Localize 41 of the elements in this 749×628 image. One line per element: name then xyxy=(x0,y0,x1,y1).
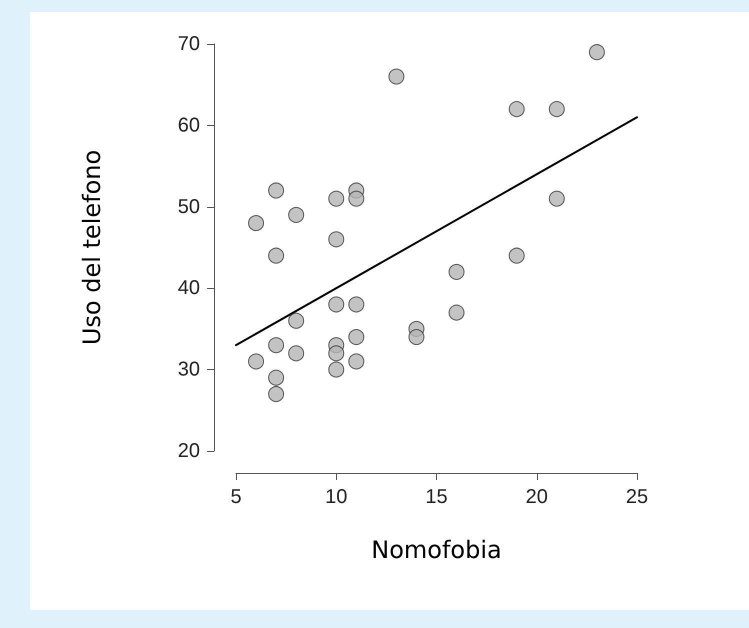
y-tick-label: 40 xyxy=(178,277,200,300)
point xyxy=(348,296,364,312)
x-tick-label: 10 xyxy=(325,486,348,508)
point xyxy=(328,231,344,248)
point xyxy=(328,345,344,362)
y-tick-label: 70 xyxy=(178,33,200,55)
y-tick-label: 60 xyxy=(178,114,200,136)
x-tick-label: 15 xyxy=(425,486,448,508)
point xyxy=(548,190,565,207)
x-axis-title: Nomofobia xyxy=(371,536,502,564)
point xyxy=(268,337,284,354)
point xyxy=(408,329,424,346)
x-tick-label: 5 xyxy=(230,486,242,508)
point xyxy=(548,101,565,118)
point xyxy=(328,190,344,207)
y-axis-title: Uso del telefono xyxy=(78,150,106,346)
point xyxy=(268,248,284,264)
point xyxy=(388,68,404,85)
point xyxy=(508,101,525,118)
y-tick-label: 20 xyxy=(178,440,200,462)
point xyxy=(508,248,525,264)
y-tick-label: 30 xyxy=(178,358,200,381)
point xyxy=(268,182,284,199)
point xyxy=(328,296,344,312)
point xyxy=(248,353,264,370)
x-tick-label: 25 xyxy=(626,486,648,508)
point xyxy=(448,264,465,280)
point xyxy=(248,215,264,232)
point xyxy=(268,370,284,386)
point xyxy=(348,190,364,207)
x-tick-label: 20 xyxy=(526,486,548,508)
y-tick-label: 50 xyxy=(178,196,200,218)
point xyxy=(348,353,364,370)
point xyxy=(288,206,304,223)
point xyxy=(328,362,344,378)
point xyxy=(348,329,364,346)
point xyxy=(268,386,284,402)
point xyxy=(448,304,465,321)
point xyxy=(588,44,605,60)
point xyxy=(288,345,304,362)
point xyxy=(288,312,304,329)
